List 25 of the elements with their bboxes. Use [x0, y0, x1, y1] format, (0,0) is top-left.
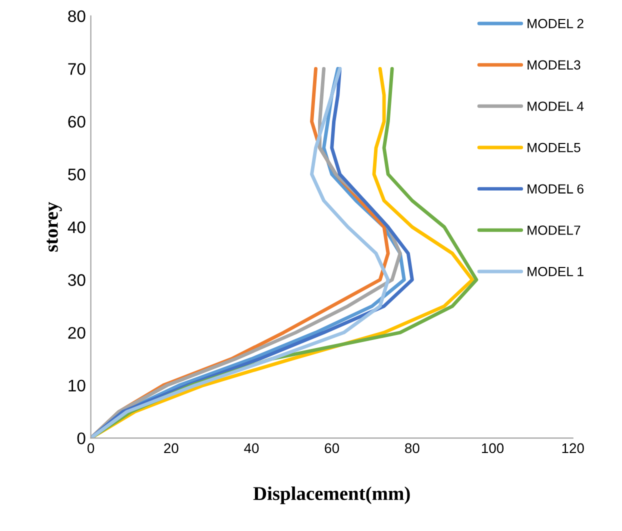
y-tick-label: 70: [68, 63, 86, 75]
x-tick-label: 0: [87, 443, 94, 454]
y-tick-label: 20: [68, 326, 86, 339]
x-tick-label: 20: [164, 443, 178, 454]
y-tick-label: 40: [68, 221, 86, 234]
legend-label: MODEL 4: [528, 102, 584, 111]
y-tick-label: 50: [68, 168, 86, 180]
legend-label: MODEL7: [528, 226, 580, 235]
legend-label: MODEL 2: [528, 18, 584, 28]
x-axis-title: Displacement(mm): [253, 486, 410, 504]
legend-label: MODEL 6: [528, 184, 584, 194]
x-tick-label: 60: [324, 443, 340, 454]
x-tick-label: 120: [562, 443, 584, 454]
legend-label: MODEL 1: [528, 266, 584, 276]
y-tick-label: 0: [77, 432, 86, 444]
y-tick-label: 30: [68, 274, 86, 286]
x-tick-label: 40: [244, 443, 259, 454]
x-tick-label: 80: [405, 443, 420, 454]
legend-label: MODEL3: [528, 60, 580, 70]
y-tick-label: 10: [68, 380, 86, 392]
y-tick-label: 60: [68, 116, 86, 128]
y-axis-title: storey: [46, 202, 62, 252]
legend-label: MODEL5: [528, 142, 580, 152]
y-tick-label: 80: [68, 10, 86, 22]
x-tick-label: 100: [482, 443, 504, 454]
